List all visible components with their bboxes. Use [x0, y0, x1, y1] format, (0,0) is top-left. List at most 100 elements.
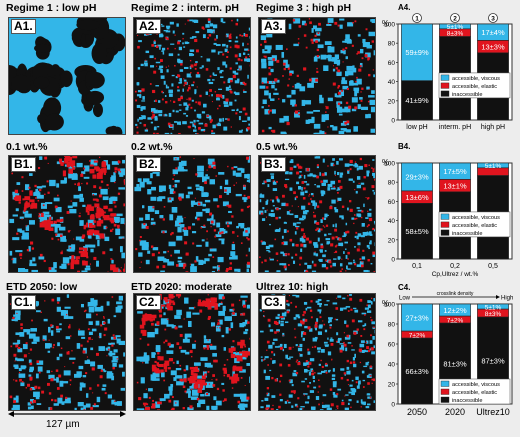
y-tick-label: 100 — [384, 22, 395, 29]
panel-title-b1: 0.1 wt.% — [6, 141, 47, 153]
bar-value-label: 5±1% — [485, 304, 502, 311]
column-marker-label: 2 — [453, 16, 457, 23]
panel-title-c1: ETD 2050: low — [6, 281, 77, 293]
bar-value-label: 5±1% — [485, 163, 502, 170]
x-tick-label: interm. pH — [439, 124, 471, 131]
arrow-low-label: Low — [399, 296, 411, 302]
panel-label-a3: A3. — [261, 19, 286, 34]
panel-title-b3: 0.5 wt.% — [256, 141, 297, 153]
y-tick-label: 40 — [388, 362, 396, 369]
y-tick-label: 40 — [388, 218, 396, 225]
micrograph-texture — [134, 294, 250, 410]
legend-entry: inaccessible — [452, 398, 482, 404]
bar-value-label: 7±2% — [447, 317, 464, 324]
bar-value-label: 17±4% — [481, 28, 505, 37]
y-tick-label: 80 — [388, 41, 396, 48]
micrograph-c2: C2. — [133, 293, 251, 411]
y-tick-label: 20 — [388, 382, 396, 389]
legend-swatch — [441, 91, 449, 97]
y-tick-label: 20 — [388, 237, 396, 244]
bar-value-label: 12±2% — [443, 306, 467, 315]
micrograph-texture — [259, 18, 375, 134]
bar-value-label: 29±3% — [405, 173, 429, 182]
chart-title: B4. — [398, 142, 410, 151]
scale-bar-label: 127 µm — [46, 419, 80, 430]
micrograph-texture — [9, 294, 125, 410]
bar-value-label: 81±3% — [443, 359, 467, 368]
micrograph-b1: B1. — [8, 155, 126, 273]
panel-title-c3: Ultrez 10: high — [256, 281, 328, 293]
micrograph-texture — [9, 18, 125, 134]
panel-label-b3: B3. — [261, 157, 286, 172]
panel-label-b1: B1. — [11, 157, 36, 172]
x-tick-label: low pH — [406, 124, 427, 131]
bar-chart-b4: B4.%02040608010058±5%13±6%29±3%0,170±5%1… — [378, 141, 518, 279]
micrograph-texture — [259, 294, 375, 410]
y-tick-label: 80 — [388, 180, 396, 187]
panel-title-a2: Regime 2 : interm. pH — [131, 2, 239, 14]
bar-value-label: 13±6% — [405, 193, 429, 202]
chart-title: C4. — [398, 283, 410, 292]
legend-entry: accessible, elastic — [452, 84, 497, 90]
x-tick-label: Ultrez10 — [476, 407, 510, 417]
bar-value-label: 8±3% — [447, 30, 464, 37]
chart-title: A4. — [398, 3, 410, 12]
y-tick-label: 100 — [384, 161, 395, 168]
x-tick-label: high pH — [481, 124, 505, 131]
x-axis-label: Cp,Ultrez / wt.% — [432, 271, 479, 278]
panel-label-b2: B2. — [136, 157, 161, 172]
panel-title-b2: 0.2 wt.% — [131, 141, 172, 153]
micrograph-texture — [134, 156, 250, 272]
bar-value-label: 7±2% — [409, 332, 426, 339]
bar-value-label: 59±9% — [405, 48, 429, 57]
column-marker-label: 3 — [491, 16, 495, 23]
legend-swatch — [441, 230, 449, 236]
x-tick-label: 2050 — [407, 407, 427, 417]
legend-swatch — [441, 397, 449, 403]
bar-value-label: 66±3% — [405, 367, 429, 376]
y-tick-label: 80 — [388, 322, 396, 329]
bar-value-label: 13±3% — [481, 42, 505, 51]
y-tick-label: 20 — [388, 98, 396, 105]
bar-value-label: 27±3% — [405, 313, 429, 322]
micrograph-texture — [259, 156, 375, 272]
bar-value-label: 13±1% — [443, 181, 467, 190]
legend-entry: accessible, viscous — [452, 76, 500, 82]
y-tick-label: 40 — [388, 79, 396, 86]
column-marker-label: 1 — [415, 16, 419, 23]
legend-swatch — [441, 381, 449, 387]
arrow-high-label: High — [501, 296, 513, 302]
y-tick-label: 0 — [391, 257, 395, 264]
panel-label-a2: A2. — [136, 19, 161, 34]
legend-entry: accessible, elastic — [452, 390, 497, 396]
legend-entry: accessible, elastic — [452, 223, 497, 229]
y-tick-label: 0 — [391, 118, 395, 125]
y-tick-label: 60 — [388, 342, 396, 349]
legend-entry: accessible, viscous — [452, 215, 500, 221]
bar-value-label: 87±3% — [481, 356, 505, 365]
legend-swatch — [441, 389, 449, 395]
legend-swatch — [441, 75, 449, 81]
bar-value-label: 17±5% — [443, 167, 467, 176]
micrograph-b3: B3. — [258, 155, 376, 273]
micrograph-c3: C3. — [258, 293, 376, 411]
bar-value-label: 58±5% — [405, 227, 429, 236]
legend-entry: inaccessible — [452, 231, 482, 237]
micrograph-b2: B2. — [133, 155, 251, 273]
x-tick-label: 0,1 — [412, 263, 422, 270]
panel-title-a3: Regime 3 : high pH — [256, 2, 351, 14]
y-tick-label: 0 — [391, 402, 395, 409]
micrograph-c1: C1. — [8, 293, 126, 411]
x-tick-label: 0,5 — [488, 263, 498, 270]
bar-value-label: 8±3% — [485, 311, 502, 318]
chart-svg: C4.%02040608010066±3%7±2%27±3%205081±3%7… — [378, 282, 518, 432]
bar-value-label: 5±1% — [447, 24, 464, 31]
legend-swatch — [441, 83, 449, 89]
x-tick-label: 2020 — [445, 407, 465, 417]
x-tick-label: 0,2 — [450, 263, 460, 270]
legend-entry: accessible, viscous — [452, 382, 500, 388]
y-tick-label: 60 — [388, 60, 396, 67]
